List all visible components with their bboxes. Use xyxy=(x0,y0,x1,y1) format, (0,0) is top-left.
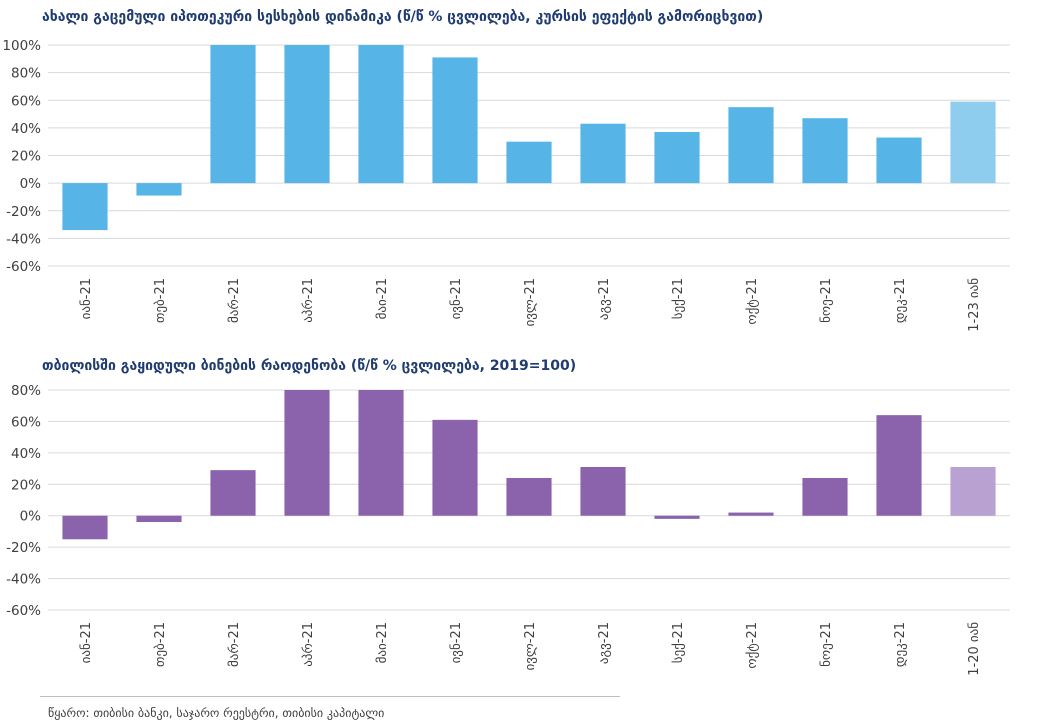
bar xyxy=(506,141,552,184)
bar xyxy=(284,390,330,516)
x-category-label: ოქტ-21 xyxy=(745,622,760,669)
x-category-label: დეკ-21 xyxy=(893,278,908,323)
y-tick-label: 100% xyxy=(2,38,41,54)
bar xyxy=(358,45,404,184)
x-category-label: ივლ-21 xyxy=(523,278,538,326)
bar xyxy=(432,419,478,516)
x-category-label: თებ-21 xyxy=(153,622,168,667)
y-tick-label: 60% xyxy=(11,414,41,430)
bar xyxy=(358,390,404,516)
bar xyxy=(654,132,700,184)
y-tick-label: 80% xyxy=(11,383,41,399)
y-tick-label: -40% xyxy=(6,231,41,247)
x-category-label: მარ-21 xyxy=(227,278,242,323)
bar xyxy=(802,478,848,516)
chart-1-mortgage-loans: 100% 80% 60% 40% 20% 0% -20% -40% -60% იან-21 თებ-… xyxy=(2,38,1010,332)
bar xyxy=(876,415,922,516)
x-category-label: აპრ-21 xyxy=(301,278,316,323)
x-category-label: თებ-21 xyxy=(153,278,168,323)
source-divider xyxy=(40,696,620,697)
y-tick-label: 80% xyxy=(11,66,41,82)
x-category-label: მარ-21 xyxy=(227,622,242,667)
x-category-label: ნოე-21 xyxy=(819,622,834,667)
bar xyxy=(728,107,774,184)
x-category-label: ოქტ-21 xyxy=(745,278,760,325)
chart-2-apartments-sold: 80% 60% 40% 20% 0% -20% -40% -60% იან-21 თებ-21 მა… xyxy=(6,383,1010,676)
bar xyxy=(876,137,922,184)
source-note: წყარო: თიბისი ბანკი, საჯარო რეესტრი, თიბ… xyxy=(48,706,385,720)
bar xyxy=(950,467,996,516)
bar xyxy=(580,123,626,184)
x-category-label: ივნ-21 xyxy=(449,278,464,319)
bar xyxy=(654,515,700,519)
y-tick-label: -40% xyxy=(6,572,41,588)
chart-1-title: ახალი გაცემული იპოთეკური სესხების დინამი… xyxy=(42,9,764,25)
y-tick-label: 0% xyxy=(20,176,42,192)
y-tick-label: -20% xyxy=(6,540,41,556)
x-category-label: აგვ-21 xyxy=(597,278,612,320)
x-category-label: 1-20 იან xyxy=(967,622,982,676)
bar xyxy=(506,478,552,516)
bar xyxy=(136,183,182,196)
y-tick-label: 40% xyxy=(11,121,41,137)
x-category-label: სექ-21 xyxy=(671,278,686,319)
x-category-label: აგვ-21 xyxy=(597,622,612,664)
x-category-label: ნოე-21 xyxy=(819,278,834,323)
bar xyxy=(62,515,108,540)
x-category-label: ივნ-21 xyxy=(449,622,464,663)
y-tick-label: 60% xyxy=(11,93,41,109)
y-tick-label: 40% xyxy=(11,446,41,462)
x-category-label: აპრ-21 xyxy=(301,622,316,667)
bar xyxy=(210,45,256,184)
chart-2-title: თბილისში გაყიდული ბინების რაოდენობა (წ/წ… xyxy=(42,358,577,374)
x-category-label: მაი-21 xyxy=(375,622,390,663)
bar xyxy=(950,101,996,184)
bar xyxy=(802,118,848,184)
x-category-label: დეკ-21 xyxy=(893,622,908,667)
x-category-label: იან-21 xyxy=(79,278,94,319)
x-category-label: 1-23 იან xyxy=(967,278,982,332)
y-tick-label: -60% xyxy=(6,603,41,619)
bar xyxy=(580,467,626,516)
x-category-label: იან-21 xyxy=(79,622,94,663)
y-tick-label: 20% xyxy=(11,477,41,493)
y-tick-label: 0% xyxy=(20,509,42,525)
y-tick-label: -60% xyxy=(6,259,41,275)
y-tick-label: -20% xyxy=(6,204,41,220)
bar xyxy=(728,512,774,516)
bar xyxy=(284,45,330,184)
bar xyxy=(210,470,256,516)
x-category-label: სექ-21 xyxy=(671,622,686,663)
bar xyxy=(136,515,182,522)
bar xyxy=(432,57,478,184)
y-tick-label: 20% xyxy=(11,149,41,165)
x-category-label: ივლ-21 xyxy=(523,622,538,670)
bar xyxy=(62,183,108,231)
x-category-label: მაი-21 xyxy=(375,278,390,319)
